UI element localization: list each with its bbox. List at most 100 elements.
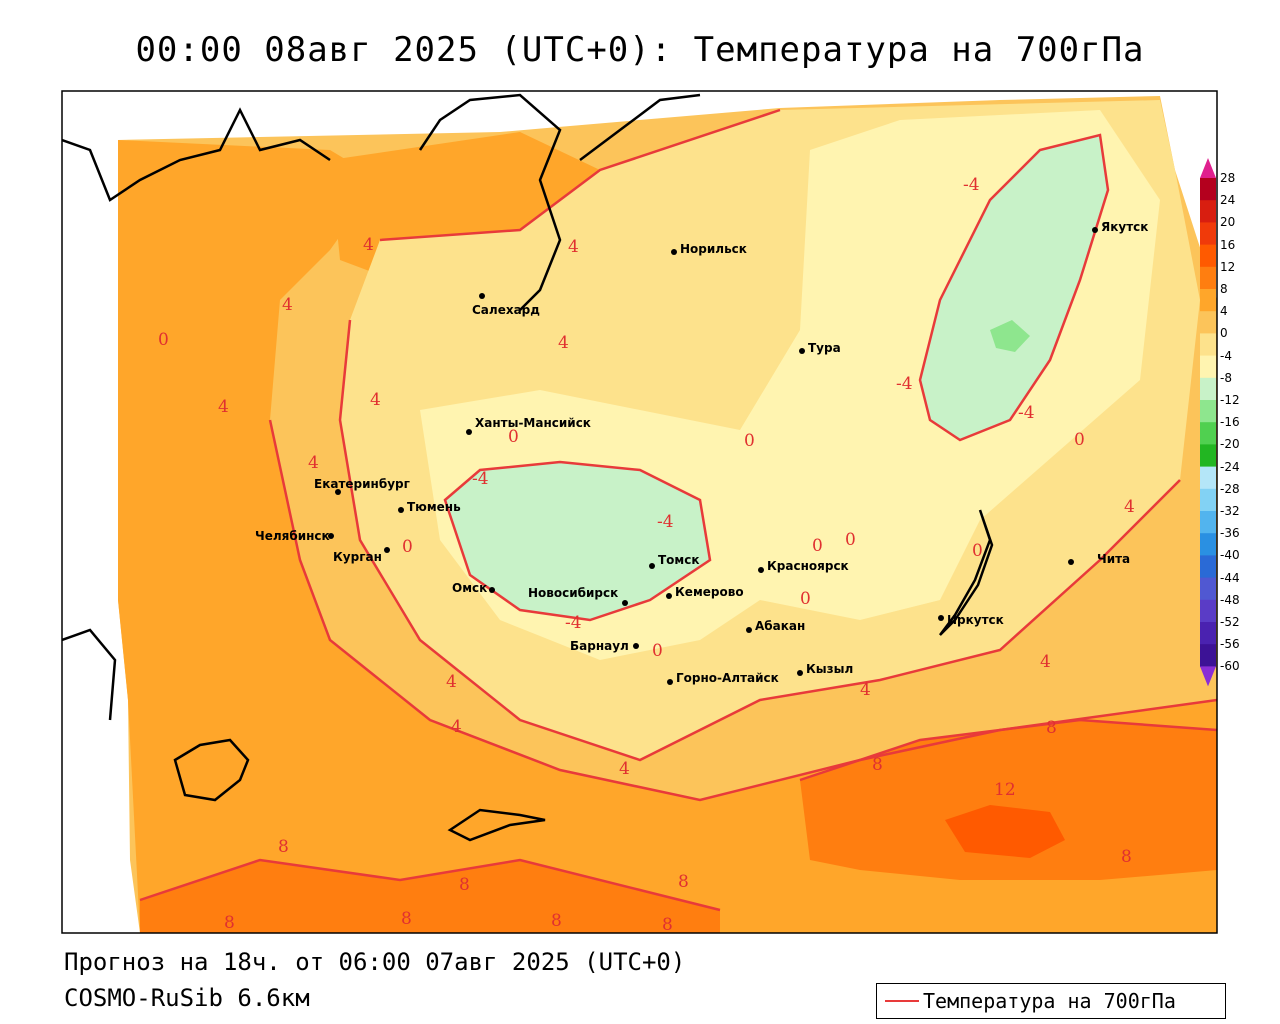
colorbar-tick-label: -56 bbox=[1220, 637, 1240, 652]
contour-label: 0 bbox=[158, 330, 169, 350]
contour-label: -4 bbox=[963, 175, 980, 195]
city-marker bbox=[398, 507, 404, 513]
model-name: COSMO-RuSib 6.6км bbox=[64, 984, 310, 1012]
map-frame bbox=[61, 90, 1218, 934]
city-label-norilsk: Норильск bbox=[680, 242, 747, 256]
colorbar-tick-label: 20 bbox=[1220, 215, 1236, 230]
colorbar-swatch bbox=[1200, 533, 1216, 556]
coastlines bbox=[62, 93, 994, 842]
contour-label: 4 bbox=[1124, 497, 1135, 517]
colorbar-tick-label: -4 bbox=[1220, 348, 1232, 363]
contour-label: 0 bbox=[812, 536, 823, 556]
coastline bbox=[579, 93, 701, 161]
colorbar-swatch bbox=[1200, 377, 1216, 401]
aral-sea bbox=[173, 738, 250, 802]
contour-label: 4 bbox=[370, 390, 381, 410]
colorbar-swatch bbox=[1200, 311, 1216, 334]
contour-label: 0 bbox=[845, 530, 856, 550]
colorbar-swatch bbox=[1200, 422, 1216, 445]
city-label-tomsk: Томск bbox=[658, 553, 700, 567]
contour-label: 0 bbox=[508, 427, 519, 447]
city-marker bbox=[671, 249, 677, 255]
colorbar-tick-label: -40 bbox=[1220, 548, 1240, 563]
contour-label: 8 bbox=[662, 915, 673, 935]
lake-balkhash bbox=[447, 808, 546, 842]
city-label-kemerovo: Кемерово bbox=[675, 585, 744, 599]
contour-label: 4 bbox=[218, 397, 229, 417]
colorbar-swatch bbox=[1200, 555, 1216, 579]
colorbar-bottom-arrow bbox=[1200, 666, 1216, 687]
city-label-barnaul: Барнаул bbox=[570, 639, 629, 653]
colorbar-tick-label: 28 bbox=[1220, 171, 1236, 185]
colorbar-swatch bbox=[1200, 333, 1216, 357]
contour-label: 4 bbox=[446, 672, 457, 692]
colorbar-tick-label: 24 bbox=[1220, 193, 1236, 208]
contour-label: -4 bbox=[657, 512, 674, 532]
city-label-ekaterinburg: Екатеринбург bbox=[314, 477, 410, 491]
colorbar-tick-label: -28 bbox=[1220, 481, 1240, 496]
colorbar-swatch bbox=[1200, 466, 1216, 490]
city-label-abakan: Абакан bbox=[755, 619, 805, 633]
city-marker bbox=[758, 567, 764, 573]
colorbar-tick-label: -16 bbox=[1220, 415, 1240, 430]
colorbar bbox=[1200, 158, 1216, 687]
contour-label: 0 bbox=[1074, 430, 1085, 450]
contour-label: 12 bbox=[994, 780, 1016, 800]
city-label-salekhard: Салехард bbox=[472, 303, 540, 317]
city-marker bbox=[1092, 227, 1098, 233]
cities: Норильск Салехард Тура Якутск Ханты-Манс… bbox=[255, 220, 1148, 685]
city-marker bbox=[649, 563, 655, 569]
colorbar-tick-label: -36 bbox=[1220, 526, 1240, 541]
colorbar-tick-label: 4 bbox=[1220, 304, 1228, 319]
contour-label: 4 bbox=[558, 333, 569, 353]
contour-label: 8 bbox=[459, 875, 470, 895]
contour-line bbox=[443, 460, 712, 622]
band-8-12-southwest bbox=[140, 860, 720, 933]
colorbar-swatch bbox=[1200, 400, 1216, 423]
city-marker bbox=[746, 627, 752, 633]
lake-baikal bbox=[939, 509, 994, 636]
contour-label: 4 bbox=[860, 680, 871, 700]
city-marker bbox=[489, 587, 495, 593]
colorbar-tick-label: 8 bbox=[1220, 282, 1228, 296]
forecast-info: Прогноз на 18ч. от 06:00 07авг 2025 (UTC… bbox=[64, 948, 686, 976]
contour-line bbox=[799, 718, 1217, 782]
colorbar-tick-label: -32 bbox=[1220, 504, 1240, 518]
contour-label: 0 bbox=[972, 541, 983, 561]
colorbar-tick-label: 12 bbox=[1220, 259, 1236, 274]
colorbar-swatch bbox=[1200, 444, 1216, 468]
colorbar-tick-label: -44 bbox=[1220, 570, 1240, 585]
city-label-kurgan: Курган bbox=[333, 550, 382, 564]
legend: Температура на 700гПа bbox=[876, 983, 1226, 1019]
city-label-khanty-mansiysk: Ханты-Мансийск bbox=[475, 416, 591, 430]
coastline bbox=[62, 628, 117, 721]
legend-line-swatch bbox=[885, 1000, 919, 1002]
coastline bbox=[62, 107, 331, 202]
city-label-chelyabinsk: Челябинск bbox=[255, 529, 330, 543]
contour-label: 8 bbox=[401, 909, 412, 929]
colorbar-swatch bbox=[1200, 222, 1216, 246]
colorbar-swatch bbox=[1200, 599, 1216, 623]
contour-label: 4 bbox=[568, 237, 579, 257]
contour-label: 8 bbox=[1121, 847, 1132, 867]
band-4-8-west bbox=[118, 140, 1217, 933]
contour-label: 0 bbox=[652, 641, 663, 661]
colorbar-tick-label: 0 bbox=[1220, 326, 1228, 341]
map-title: 00:00 08авг 2025 (UTC+0): Температура на… bbox=[135, 30, 1145, 70]
contour-label: 0 bbox=[402, 537, 413, 557]
cold-core-west bbox=[445, 462, 710, 620]
city-label-chita: Чита bbox=[1097, 552, 1130, 566]
colorbar-tick-label: -48 bbox=[1220, 592, 1240, 607]
contour-line bbox=[918, 133, 1110, 442]
contour-label: -4 bbox=[472, 469, 489, 489]
colorbar-swatch bbox=[1200, 488, 1216, 512]
colorbar-tick-label: -20 bbox=[1220, 437, 1240, 452]
band-12-16 bbox=[945, 805, 1065, 858]
city-marker bbox=[938, 615, 944, 621]
colorbar-tick-label: -60 bbox=[1220, 659, 1240, 674]
colorbar-swatch bbox=[1200, 178, 1216, 201]
contour-line bbox=[139, 858, 721, 912]
contour-label: 8 bbox=[678, 872, 689, 892]
contour-line bbox=[268, 419, 1217, 802]
band-8-12-south bbox=[800, 720, 1217, 880]
